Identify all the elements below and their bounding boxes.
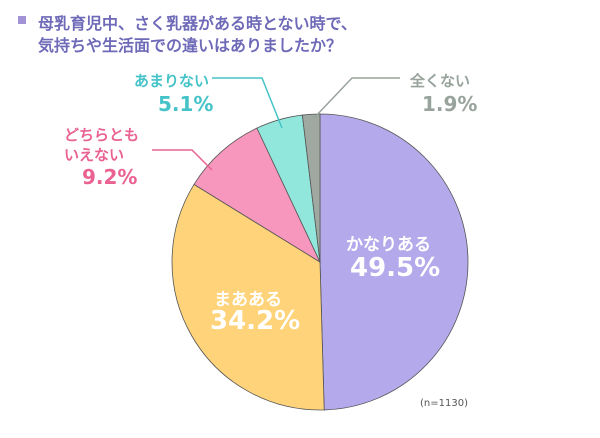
label-amari: あまりない <box>134 70 209 91</box>
label-maa: まあある <box>214 285 282 310</box>
label-dochira: どちらとも いえない <box>64 125 139 165</box>
label-kanari-value: 49.5% <box>350 253 441 283</box>
leader-line-mattaku <box>313 77 400 119</box>
title-line-2: 気持ちや生活面での違いはありましたか？ <box>38 36 343 55</box>
label-dochira-value: 9.2% <box>82 165 138 189</box>
label-maa-value: 34.2% <box>210 306 301 336</box>
slice-mattaku <box>301 113 321 263</box>
slice-maa <box>171 183 325 411</box>
label-maa-category: まあある <box>214 290 282 310</box>
label-kanari-category: かなりある <box>346 235 431 255</box>
label-mattaku-value: 1.9% <box>422 92 478 116</box>
label-dochira-category-1: どちらとも <box>64 126 140 144</box>
label-amari-value: 5.1% <box>158 92 214 116</box>
label-mattaku: 全くない <box>410 70 470 91</box>
sample-size-note: (n=1130) <box>420 398 468 409</box>
label-amari-category: あまりない <box>134 72 210 90</box>
title-bullet-icon <box>18 16 26 24</box>
slice-kanari <box>319 113 469 411</box>
slice-dochira <box>193 127 321 264</box>
title-line-1: 母乳育児中、さく乳器がある時とない時で、 <box>38 14 357 33</box>
label-dochira-category-2: いえない <box>64 146 125 164</box>
label-mattaku-category: 全くない <box>410 72 471 90</box>
leader-line-amari <box>212 77 283 129</box>
leader-line-dochira <box>152 149 213 171</box>
label-kanari: かなりある <box>346 230 431 255</box>
